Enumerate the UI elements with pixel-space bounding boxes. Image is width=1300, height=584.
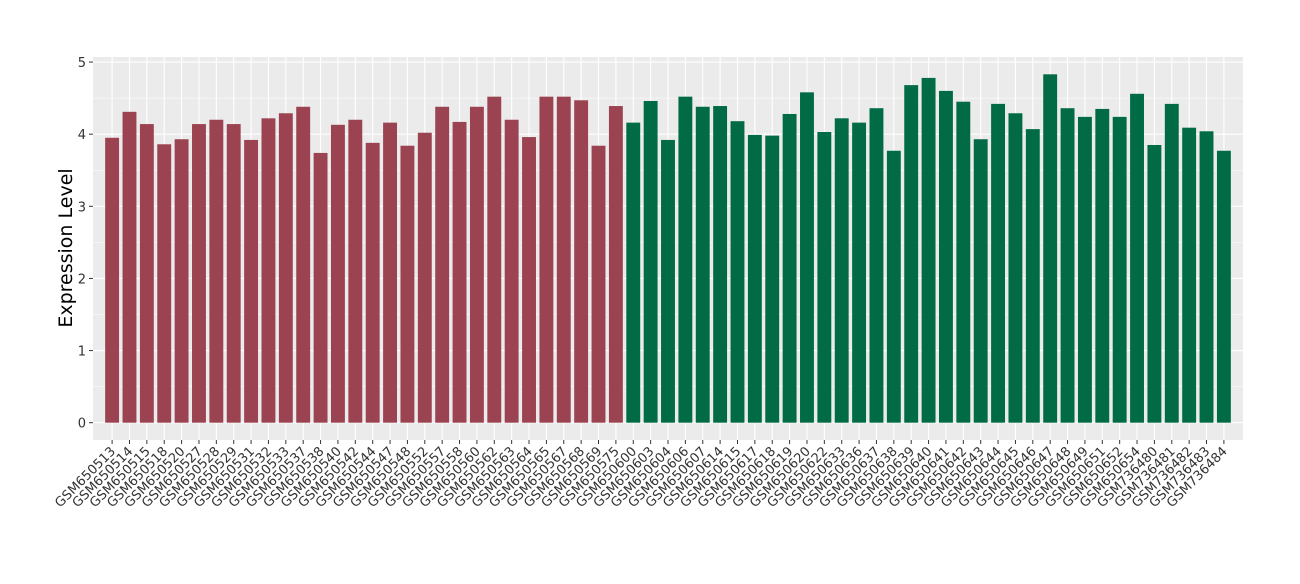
bar xyxy=(192,124,206,423)
bar xyxy=(800,92,814,423)
bar xyxy=(278,113,293,423)
bar xyxy=(1216,150,1231,423)
bar xyxy=(608,106,623,423)
bar xyxy=(244,139,259,423)
bar xyxy=(765,135,780,423)
bar xyxy=(1112,116,1127,423)
bar xyxy=(1095,108,1110,423)
bar xyxy=(226,124,241,423)
y-tick-label: 5 xyxy=(78,56,86,71)
bar xyxy=(938,90,953,423)
bar xyxy=(1147,144,1162,423)
bar xyxy=(973,139,988,423)
bar xyxy=(209,119,224,423)
bar xyxy=(313,152,328,423)
bar xyxy=(261,118,276,423)
bar xyxy=(852,122,867,423)
bar xyxy=(1025,129,1040,423)
bar xyxy=(1008,113,1023,423)
bar xyxy=(1043,74,1058,423)
bar xyxy=(956,101,971,423)
bar xyxy=(991,103,1006,423)
bar xyxy=(139,124,154,423)
bar xyxy=(330,124,345,423)
bar xyxy=(383,122,398,423)
bar xyxy=(1130,93,1144,423)
bar xyxy=(348,119,363,423)
bar xyxy=(539,96,554,423)
y-tick-label: 1 xyxy=(78,345,86,360)
y-tick-label: 4 xyxy=(78,128,86,143)
bar xyxy=(365,142,380,423)
bar xyxy=(504,119,519,423)
bar xyxy=(435,106,450,423)
bar xyxy=(157,144,172,423)
bar xyxy=(469,106,484,423)
bar xyxy=(869,108,884,423)
bar xyxy=(417,132,432,423)
bar xyxy=(747,134,762,423)
y-tick-label: 3 xyxy=(78,200,86,215)
bar xyxy=(105,137,120,423)
bar xyxy=(730,121,745,423)
bar xyxy=(643,100,658,423)
bar xyxy=(296,106,311,423)
bar xyxy=(1164,103,1179,423)
bar xyxy=(1199,131,1214,423)
bar xyxy=(782,113,797,423)
bar xyxy=(122,111,137,423)
bar xyxy=(921,77,936,423)
bar xyxy=(713,106,728,423)
bar xyxy=(886,150,901,423)
bar xyxy=(661,139,675,423)
bar xyxy=(1077,116,1092,423)
bar xyxy=(452,121,467,423)
y-tick-label: 0 xyxy=(78,417,86,432)
bar xyxy=(574,100,589,423)
bar xyxy=(174,139,189,423)
bar xyxy=(695,106,710,423)
bar xyxy=(817,132,832,423)
bar xyxy=(522,137,536,423)
bar xyxy=(678,96,693,423)
bar xyxy=(904,85,919,423)
y-tick-label: 2 xyxy=(78,272,86,287)
bar xyxy=(556,96,571,423)
bar xyxy=(1060,108,1075,423)
bar xyxy=(1182,127,1197,423)
bar xyxy=(591,145,606,423)
bar xyxy=(834,118,849,423)
bar xyxy=(487,96,502,423)
bar xyxy=(626,122,641,423)
y-axis-title: Expression Level xyxy=(55,168,77,327)
bar xyxy=(400,145,415,423)
